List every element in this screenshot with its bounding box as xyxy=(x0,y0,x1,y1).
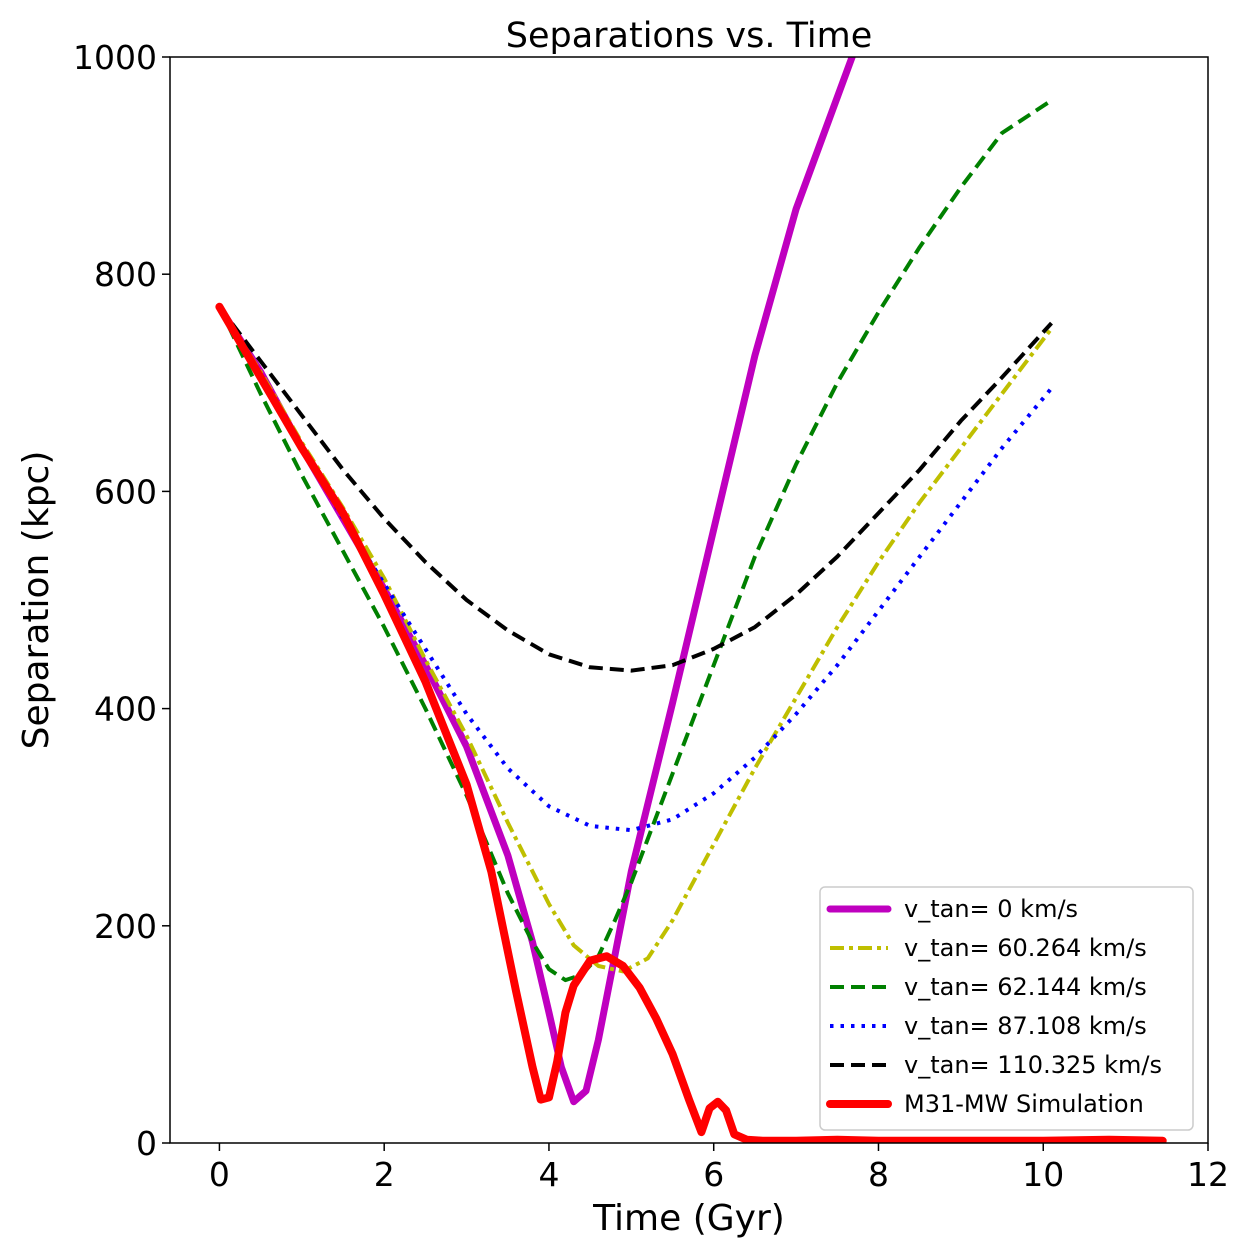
x-axis: 0 2 4 6 8 10 12 xyxy=(209,1143,1229,1194)
legend: v_tan= 0 km/s v_tan= 60.264 km/s v_tan= 62… xyxy=(819,886,1194,1131)
series-line-6 xyxy=(215,302,1167,1143)
plot-frame xyxy=(169,56,1209,1144)
x-tick-label: 0 xyxy=(209,1155,230,1194)
legend-label: v_tan= 60.264 km/s xyxy=(904,934,1147,962)
legend-label: v_tan= 110.325 km/s xyxy=(904,1051,1162,1079)
x-tick-label: 4 xyxy=(538,1155,559,1194)
series-lines xyxy=(215,57,1167,1143)
legend-label: v_tan= 62.144 km/s xyxy=(904,973,1147,1001)
series-line-5 xyxy=(217,305,1053,673)
legend-label: v_tan= 87.108 km/s xyxy=(904,1012,1147,1040)
chart-title: Separations vs. Time xyxy=(506,16,873,56)
y-tick-label: 800 xyxy=(94,255,157,294)
y-tick-label: 0 xyxy=(136,1124,157,1163)
legend-label: v_tan= 0 km/s xyxy=(904,895,1078,923)
y-axis-label: Separation (kpc) xyxy=(16,451,57,750)
x-tick-label: 12 xyxy=(1187,1155,1229,1194)
x-tick-label: 2 xyxy=(374,1155,395,1194)
y-tick-label: 1000 xyxy=(73,38,157,77)
x-tick-label: 8 xyxy=(868,1155,889,1194)
x-tick-label: 6 xyxy=(703,1155,724,1194)
y-tick-label: 600 xyxy=(94,472,157,511)
y-axis: 0 200 400 600 800 1000 xyxy=(73,38,170,1163)
y-tick-label: 400 xyxy=(94,690,157,729)
legend-box xyxy=(819,886,1194,1131)
y-tick-label: 200 xyxy=(94,907,157,946)
legend-label: M31-MW Simulation xyxy=(904,1090,1144,1118)
x-tick-label: 10 xyxy=(1022,1155,1064,1194)
x-axis-label: Time (Gyr) xyxy=(592,1198,785,1239)
